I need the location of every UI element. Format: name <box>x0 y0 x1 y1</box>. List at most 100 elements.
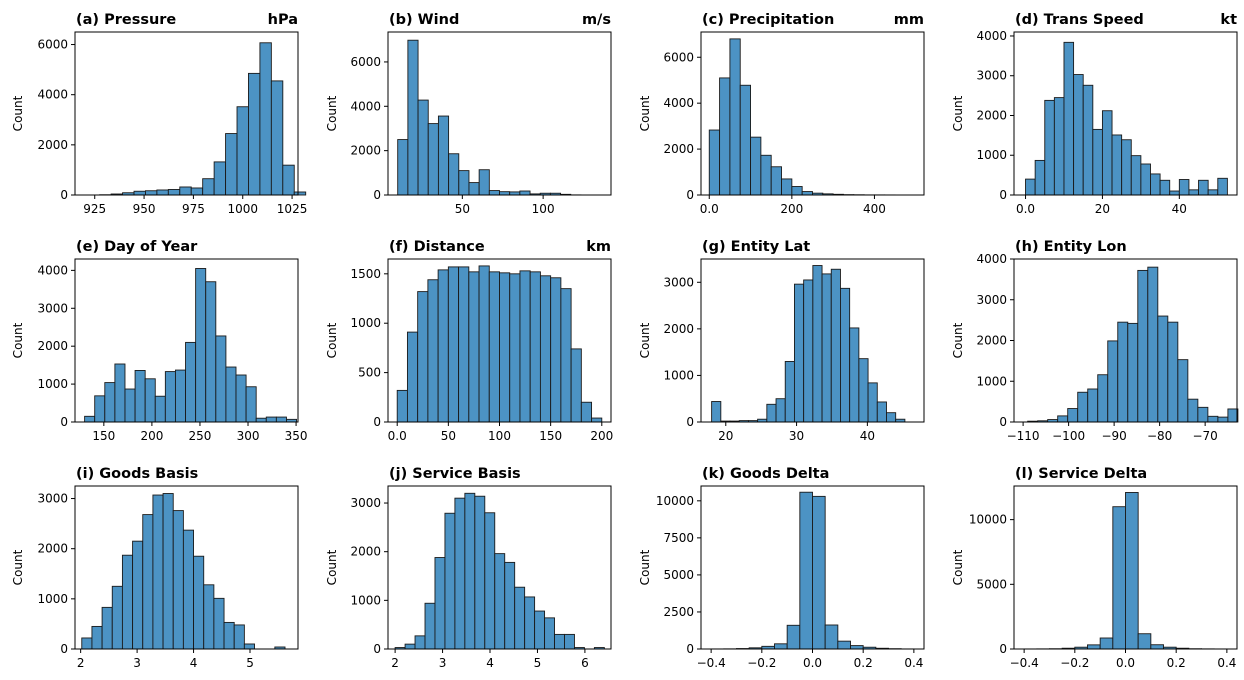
panel-title: (k) Goods Delta <box>702 466 829 482</box>
panel-title: (f) Distance <box>389 239 485 255</box>
histogram-bar <box>551 278 561 422</box>
y-tick-label: 2000 <box>37 339 68 353</box>
histogram-bar <box>418 292 428 422</box>
histogram-bar <box>266 417 276 422</box>
histogram-bar <box>224 622 234 649</box>
histogram-bar <box>398 140 408 195</box>
histogram-bar <box>248 73 259 195</box>
histogram-bar <box>761 155 771 195</box>
histogram-bar <box>1151 645 1164 649</box>
histogram-bar <box>244 644 254 649</box>
histogram-bar <box>163 494 173 649</box>
histogram-bar <box>1208 416 1218 422</box>
x-tick-label: 300 <box>237 429 260 443</box>
y-tick-label: 3000 <box>350 496 381 510</box>
histogram-bar <box>800 492 813 649</box>
histogram-bar <box>740 85 750 195</box>
histogram-bar <box>1128 323 1138 422</box>
histogram-bar <box>186 342 196 422</box>
y-tick-label: 3000 <box>976 293 1007 307</box>
y-tick-label: 0 <box>999 188 1007 202</box>
panel-title: (h) Entity Lon <box>1015 239 1127 255</box>
histogram-bar <box>428 280 438 422</box>
panel-title: (e) Day of Year <box>76 239 198 255</box>
y-tick-label: 0 <box>999 642 1007 656</box>
histogram-bar <box>1045 100 1055 195</box>
x-tick-label: −110 <box>1007 429 1040 443</box>
histogram-bar <box>825 625 838 649</box>
histogram-bar <box>1199 180 1209 195</box>
histogram-bar <box>831 269 840 422</box>
panel-title: (d) Trans Speed <box>1015 12 1144 28</box>
histogram-bar <box>1058 416 1068 422</box>
panel-title: (c) Precipitation <box>702 12 834 28</box>
histogram-bar <box>180 187 191 195</box>
histogram-bar <box>1138 634 1151 649</box>
x-tick-label: 0.2 <box>1167 656 1186 670</box>
y-tick-label: 1000 <box>663 368 694 382</box>
histogram-bar <box>500 273 510 422</box>
y-tick-label: 500 <box>358 366 381 380</box>
histogram-bar <box>774 644 787 649</box>
histogram-bar <box>489 191 499 195</box>
histogram-bar <box>135 370 145 422</box>
histogram-bar <box>1078 392 1088 422</box>
y-tick-label: 3000 <box>37 301 68 315</box>
x-tick-label: 200 <box>780 202 803 216</box>
x-tick-label: 2 <box>77 656 85 670</box>
histogram-bar <box>105 383 115 422</box>
y-tick-label: 4000 <box>37 263 68 277</box>
histogram-bar <box>155 396 165 422</box>
histogram-bar <box>1083 85 1093 195</box>
x-tick-label: 2 <box>391 656 399 670</box>
histogram-bar <box>792 187 802 195</box>
histogram-bar <box>709 130 719 195</box>
histogram-bar <box>1126 492 1139 649</box>
histogram-bar <box>751 137 761 195</box>
x-tick-label: 0.0 <box>1116 656 1135 670</box>
x-tick-label: 400 <box>863 202 886 216</box>
histogram-bar <box>1108 341 1118 422</box>
y-tick-label: 3000 <box>976 69 1007 83</box>
histogram-bar <box>838 641 851 649</box>
y-tick-label: 10000 <box>969 513 1007 527</box>
histogram-bar <box>592 418 602 422</box>
histogram-bar <box>157 190 168 195</box>
y-axis-label: Count <box>325 322 339 358</box>
panel-unit: km <box>586 239 611 255</box>
histogram-bar <box>448 267 458 422</box>
histogram-bar <box>112 586 122 649</box>
y-tick-label: 3000 <box>37 492 68 506</box>
histogram-bar <box>183 530 193 649</box>
x-tick-label: 5 <box>246 656 254 670</box>
histogram-bar <box>438 270 448 422</box>
histogram-bar <box>1098 375 1108 422</box>
y-tick-label: 6000 <box>37 38 68 52</box>
histogram-bar <box>561 289 571 422</box>
x-tick-label: 40 <box>1172 202 1187 216</box>
histogram-bar <box>555 634 565 649</box>
histogram-bar <box>236 375 246 422</box>
panel-unit: m/s <box>582 12 611 28</box>
histogram-bar <box>489 272 499 422</box>
y-tick-label: 4000 <box>976 29 1007 43</box>
histogram-bar <box>712 402 721 422</box>
histogram-bar <box>203 179 214 195</box>
histogram-bar <box>1141 164 1151 195</box>
histogram-bar <box>1160 180 1170 195</box>
histogram-bar <box>445 513 455 649</box>
y-tick-label: 5000 <box>663 568 694 582</box>
histogram-bar <box>1228 409 1238 422</box>
histogram-bar <box>428 124 438 195</box>
histogram-bar <box>1068 409 1078 422</box>
histogram-bar <box>95 396 105 422</box>
y-tick-label: 2000 <box>976 334 1007 348</box>
x-tick-label: 0.0 <box>700 202 719 216</box>
